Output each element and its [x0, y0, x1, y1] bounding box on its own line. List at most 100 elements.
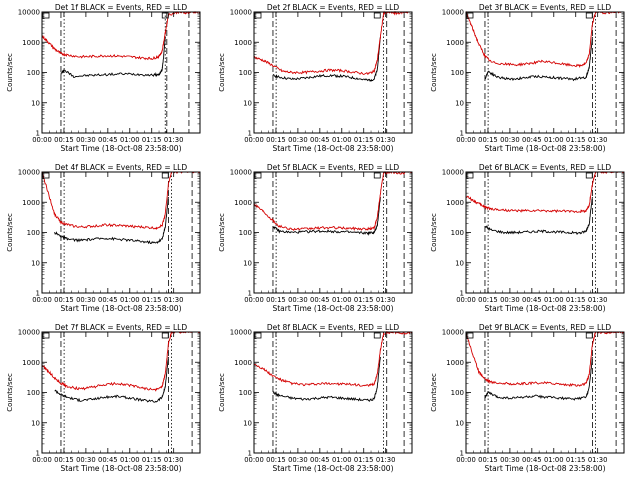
x-tick-label: 00:30: [500, 456, 520, 464]
y-tick-label: 10: [243, 419, 252, 427]
series-line-lld: [41, 171, 201, 230]
x-tick-label: 01:15: [354, 136, 374, 144]
y-tick-label: 1000: [234, 359, 252, 367]
marker-right: [373, 172, 381, 179]
panel-title: Det 3f BLACK = Events, RED = LLD: [479, 3, 612, 12]
marker-left: [42, 172, 50, 179]
plot-frame: [41, 331, 201, 454]
marker-left: [466, 12, 474, 19]
x-tick-label: 00:45: [522, 296, 542, 304]
panel-det-2: Det 2f BLACK = Events, RED = LLD 1 10 100 10…: [218, 3, 413, 153]
marker-left: [254, 172, 262, 179]
marker-left: [254, 12, 262, 19]
y-tick-label: 100: [451, 69, 464, 77]
y-tick-label: 10: [31, 99, 40, 107]
y-tick-label: 1: [36, 450, 40, 458]
series-line-events: [54, 196, 169, 245]
x-tick-label: 00:00: [32, 456, 52, 464]
x-tick-label: 01:30: [376, 456, 396, 464]
x-tick-label: 00:00: [32, 136, 52, 144]
y-tick-label: 10: [243, 99, 252, 107]
plot-frame: [253, 11, 413, 134]
x-tick-label: 00:30: [500, 136, 520, 144]
x-tick-label: 00:45: [522, 136, 542, 144]
x-tick-label: 00:45: [98, 136, 118, 144]
panel-det-1: Det 1f BLACK = Events, RED = LLD 1 10 100 10…: [6, 3, 201, 153]
marker-left: [254, 332, 262, 339]
y-axis-label: Counts/sec: [218, 373, 226, 412]
y-tick-label: 10000: [442, 169, 464, 177]
series-line-lld: [253, 10, 412, 75]
series-line-events: [60, 36, 166, 78]
x-tick-label: 00:00: [456, 456, 476, 464]
x-tick-label: 01:00: [332, 456, 352, 464]
x-tick-label: 01:00: [544, 456, 564, 464]
y-tick-label: 10000: [230, 329, 252, 337]
y-tick-label: 1000: [446, 199, 464, 207]
panel-title: Det 2f BLACK = Events, RED = LLD: [267, 3, 400, 12]
x-tick-label: 00:15: [266, 296, 286, 304]
x-tick-label: 01:15: [566, 456, 586, 464]
y-tick-label: 1000: [22, 359, 40, 367]
x-tick-label: 01:30: [588, 136, 608, 144]
marker-right: [373, 332, 381, 339]
x-tick-label: 00:15: [478, 296, 498, 304]
x-tick-label: 01:30: [164, 296, 184, 304]
x-tick-label: 00:00: [32, 296, 52, 304]
x-tick-label: 01:30: [588, 456, 608, 464]
x-tick-label: 00:30: [500, 296, 520, 304]
plot-frame: [41, 11, 201, 134]
x-axis-label: Start Time (18-Oct-08 23:58:00): [60, 304, 181, 313]
y-axis-label: Counts/sec: [430, 213, 438, 252]
y-tick-label: 100: [27, 389, 40, 397]
x-tick-label: 01:30: [588, 296, 608, 304]
x-tick-label: 01:00: [120, 296, 140, 304]
y-tick-label: 1000: [22, 199, 40, 207]
panel-det-8: Det 8f BLACK = Events, RED = LLD 1 10 100 10…: [218, 323, 413, 473]
x-tick-label: 01:15: [354, 296, 374, 304]
x-tick-label: 01:15: [142, 456, 162, 464]
panel-det-7: Det 7f BLACK = Events, RED = LLD 1 10 100 10…: [6, 323, 201, 473]
series-line-events: [484, 36, 593, 82]
series-line-lld: [465, 331, 625, 387]
panel-title: Det 9f BLACK = Events, RED = LLD: [479, 323, 612, 332]
series-line-events: [484, 356, 593, 401]
x-axis-label: Start Time (18-Oct-08 23:58:00): [484, 304, 605, 313]
x-tick-label: 01:00: [332, 296, 352, 304]
x-tick-label: 01:00: [544, 136, 564, 144]
x-tick-label: 01:15: [566, 296, 586, 304]
y-tick-label: 100: [27, 69, 40, 77]
panel-title: Det 6f BLACK = Events, RED = LLD: [479, 163, 612, 172]
marker-right: [585, 332, 593, 339]
y-tick-label: 1000: [446, 39, 464, 47]
x-tick-label: 00:45: [98, 296, 118, 304]
x-axis-label: Start Time (18-Oct-08 23:58:00): [484, 464, 605, 473]
marker-right: [161, 172, 169, 179]
y-tick-label: 1000: [446, 359, 464, 367]
y-tick-label: 10: [31, 419, 40, 427]
x-tick-label: 01:15: [142, 296, 162, 304]
y-tick-label: 10000: [442, 329, 464, 337]
x-tick-label: 01:00: [544, 296, 564, 304]
y-axis-label: Counts/sec: [218, 53, 226, 92]
x-axis-label: Start Time (18-Oct-08 23:58:00): [272, 304, 393, 313]
plot-frame: [41, 171, 201, 294]
y-tick-label: 1: [248, 130, 252, 138]
x-axis-label: Start Time (18-Oct-08 23:58:00): [60, 144, 181, 153]
marker-left: [466, 172, 474, 179]
y-tick-label: 100: [27, 229, 40, 237]
x-axis-label: Start Time (18-Oct-08 23:58:00): [272, 464, 393, 473]
x-tick-label: 00:15: [478, 456, 498, 464]
x-tick-label: 00:45: [310, 456, 330, 464]
panel-title: Det 5f BLACK = Events, RED = LLD: [267, 163, 400, 172]
panel-title: Det 4f BLACK = Events, RED = LLD: [55, 163, 188, 172]
y-tick-label: 1000: [234, 39, 252, 47]
y-tick-label: 10: [243, 259, 252, 267]
x-tick-label: 00:45: [310, 136, 330, 144]
x-tick-label: 01:00: [332, 136, 352, 144]
x-tick-label: 01:15: [566, 136, 586, 144]
x-tick-label: 01:15: [142, 136, 162, 144]
panel-title: Det 8f BLACK = Events, RED = LLD: [267, 323, 400, 332]
